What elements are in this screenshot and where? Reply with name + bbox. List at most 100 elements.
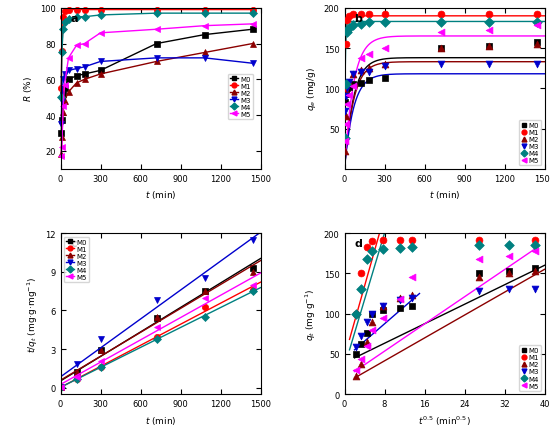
Point	[348, 83, 357, 90]
Point	[343, 85, 351, 92]
Point	[436, 20, 445, 27]
Point	[364, 66, 373, 73]
Legend: M0, M1, M2, M3, M4, M5: M0, M1, M2, M3, M4, M5	[519, 346, 541, 391]
Point	[343, 90, 351, 97]
Point	[395, 294, 404, 301]
Point	[474, 288, 483, 295]
Point	[378, 246, 387, 253]
Point	[380, 61, 389, 68]
Point	[474, 274, 483, 281]
Point	[348, 71, 357, 78]
Text: c: c	[70, 238, 77, 248]
Point	[364, 20, 373, 27]
Point	[351, 367, 360, 374]
Point	[380, 20, 389, 27]
Point	[484, 61, 493, 68]
Point	[484, 20, 493, 27]
Y-axis label: $t/q_t$ (mg·g·mg$^{-1}$): $t/q_t$ (mg·g·mg$^{-1}$)	[25, 276, 40, 352]
Point	[378, 237, 387, 244]
Point	[348, 12, 357, 19]
Point	[356, 333, 365, 340]
Point	[395, 296, 404, 303]
Point	[532, 61, 541, 68]
Point	[474, 242, 483, 249]
Point	[356, 360, 365, 367]
Point	[348, 23, 357, 30]
Point	[395, 305, 404, 312]
Point	[341, 148, 350, 155]
Point	[504, 253, 513, 260]
Point	[362, 330, 371, 337]
Point	[356, 70, 365, 77]
Point	[342, 122, 350, 129]
Point	[474, 256, 483, 263]
Point	[395, 244, 404, 251]
Point	[356, 80, 365, 87]
Point	[378, 302, 387, 309]
Point	[367, 311, 376, 318]
Point	[351, 350, 360, 357]
Point	[342, 94, 350, 101]
Y-axis label: $q_e$ (mg/g): $q_e$ (mg/g)	[305, 67, 318, 111]
Point	[504, 286, 513, 293]
Point	[484, 43, 493, 50]
Point	[367, 311, 376, 318]
Point	[532, 40, 541, 47]
Point	[530, 237, 539, 244]
Point	[530, 286, 539, 293]
Point	[530, 248, 539, 255]
Point	[343, 29, 351, 36]
Point	[378, 307, 387, 314]
Point	[474, 270, 483, 277]
Y-axis label: $R$ (%): $R$ (%)	[23, 76, 34, 102]
Point	[532, 20, 541, 27]
Point	[356, 270, 365, 277]
Point	[356, 341, 365, 348]
X-axis label: $t$ (min): $t$ (min)	[145, 189, 177, 201]
Point	[342, 114, 350, 121]
Point	[343, 85, 351, 92]
Point	[367, 238, 376, 245]
Point	[436, 29, 445, 36]
Point	[356, 67, 365, 74]
Legend: M0, M1, M2, M3, M4, M5: M0, M1, M2, M3, M4, M5	[64, 237, 89, 283]
Point	[380, 12, 389, 19]
X-axis label: $t^{0.5}$ (min$^{0.5}$): $t^{0.5}$ (min$^{0.5}$)	[418, 413, 471, 427]
Point	[351, 311, 360, 318]
Point	[364, 12, 373, 19]
Point	[364, 51, 373, 58]
Point	[530, 268, 539, 275]
Point	[504, 268, 513, 275]
Point	[532, 12, 541, 19]
Point	[484, 12, 493, 19]
Point	[504, 242, 513, 249]
Point	[341, 135, 350, 142]
X-axis label: $t$ (min): $t$ (min)	[428, 189, 460, 201]
Legend: M0, M1, M2, M3, M4, M5: M0, M1, M2, M3, M4, M5	[228, 74, 253, 120]
Legend: M0, M1, M2, M3, M4, M5: M0, M1, M2, M3, M4, M5	[519, 120, 541, 166]
Point	[342, 91, 350, 98]
Point	[351, 344, 360, 351]
Point	[341, 99, 350, 106]
Point	[367, 326, 376, 333]
Point	[351, 311, 360, 318]
Point	[341, 85, 350, 92]
Point	[484, 28, 493, 35]
Point	[364, 78, 373, 85]
Point	[356, 21, 365, 28]
Point	[380, 63, 389, 70]
Point	[362, 343, 371, 350]
Y-axis label: $q_t$ (mg·g$^{-1}$): $q_t$ (mg·g$^{-1}$)	[304, 288, 318, 340]
Point	[344, 25, 353, 32]
Point	[380, 46, 389, 53]
Point	[532, 23, 541, 30]
Point	[407, 237, 416, 244]
Point	[343, 17, 351, 24]
Text: d: d	[355, 238, 362, 248]
X-axis label: $t$ (min): $t$ (min)	[145, 413, 177, 426]
Point	[356, 286, 365, 293]
Point	[344, 13, 353, 20]
Point	[362, 256, 371, 263]
Point	[530, 265, 539, 272]
Point	[407, 294, 416, 301]
